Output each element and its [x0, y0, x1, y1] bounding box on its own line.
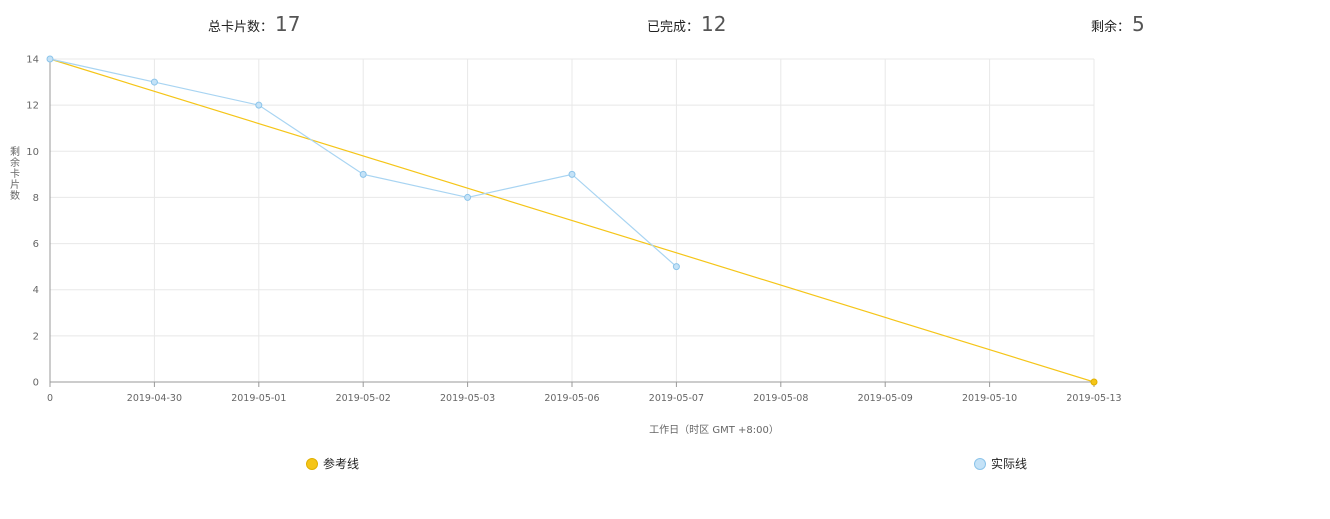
- completed-value: 12: [701, 12, 727, 36]
- x-tick-label: 2019-05-09: [858, 393, 913, 404]
- series-line-0: [49, 58, 1095, 383]
- x-tick-label: 2019-05-01: [231, 393, 286, 404]
- data-point: [568, 170, 576, 178]
- y-tick-label: 2: [33, 331, 39, 342]
- y-tick-label: 6: [33, 239, 39, 250]
- x-tick-label: 0: [47, 393, 53, 404]
- x-tick-label: 2019-05-03: [440, 393, 495, 404]
- x-tick-label: 2019-05-06: [544, 393, 599, 404]
- y-axis-title: 剩余卡片数: [10, 145, 20, 202]
- total-cards-label: 总卡片数：: [208, 20, 274, 35]
- data-point: [46, 55, 54, 63]
- data-point: [359, 170, 367, 178]
- legend-actual-swatch: [974, 457, 986, 470]
- x-tick-label: 2019-04-30: [127, 393, 182, 404]
- data-point: [464, 193, 472, 201]
- y-tick-label: 10: [26, 147, 39, 158]
- legend-reference-swatch: [306, 457, 318, 470]
- total-cards-stat: 总卡片数： 17: [208, 12, 300, 40]
- y-tick-label: 8: [33, 193, 39, 204]
- data-point: [672, 263, 680, 271]
- legend-actual-line[interactable]: 实际线: [974, 455, 1027, 472]
- x-tick-label: 2019-05-02: [336, 393, 391, 404]
- x-axis-title: 工作日（时区 GMT +8:00）: [649, 424, 779, 436]
- x-tick-label: 2019-05-10: [962, 393, 1017, 404]
- completed-stat: 已完成： 12: [647, 12, 726, 40]
- data-point: [1090, 378, 1098, 386]
- legend-reference-line[interactable]: 参考线: [306, 455, 359, 472]
- data-point: [255, 101, 263, 109]
- completed-label: 已完成：: [647, 20, 700, 35]
- legend-reference-label: 参考线: [323, 457, 360, 471]
- total-cards-value: 17: [275, 12, 301, 36]
- remaining-stat: 剩余： 5: [1091, 12, 1145, 40]
- y-tick-label: 4: [33, 285, 39, 296]
- y-tick-label: 0: [33, 378, 39, 389]
- y-tick-label: 14: [26, 55, 39, 66]
- data-point: [150, 78, 158, 86]
- y-tick-label: 12: [26, 101, 39, 112]
- x-tick-label: 2019-05-08: [753, 393, 808, 404]
- remaining-label: 剩余：: [1091, 20, 1131, 35]
- x-tick-label: 2019-05-07: [649, 393, 704, 404]
- remaining-value: 5: [1132, 12, 1145, 36]
- legend-actual-label: 实际线: [991, 457, 1028, 471]
- x-tick-label: 2019-05-13: [1066, 393, 1121, 404]
